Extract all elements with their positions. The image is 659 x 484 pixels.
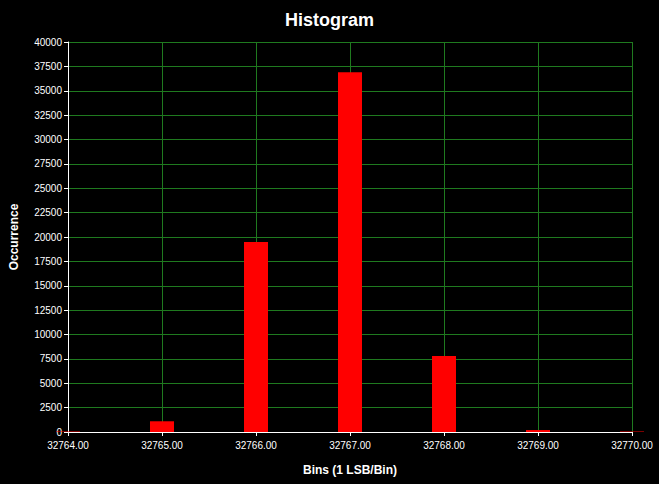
svg-text:37500: 37500 bbox=[34, 61, 62, 72]
svg-text:32500: 32500 bbox=[34, 110, 62, 121]
svg-text:32764.00: 32764.00 bbox=[47, 440, 89, 451]
svg-text:32765.00: 32765.00 bbox=[141, 440, 183, 451]
svg-text:5000: 5000 bbox=[40, 378, 63, 389]
svg-text:15000: 15000 bbox=[34, 280, 62, 291]
svg-text:35000: 35000 bbox=[34, 85, 62, 96]
svg-text:25000: 25000 bbox=[34, 183, 62, 194]
svg-text:30000: 30000 bbox=[34, 134, 62, 145]
svg-text:32766.00: 32766.00 bbox=[235, 440, 277, 451]
svg-text:32770.00: 32770.00 bbox=[611, 440, 653, 451]
svg-text:32769.00: 32769.00 bbox=[517, 440, 559, 451]
svg-text:20000: 20000 bbox=[34, 232, 62, 243]
svg-text:Bins (1 LSB/Bin): Bins (1 LSB/Bin) bbox=[303, 463, 397, 477]
svg-text:32767.00: 32767.00 bbox=[329, 440, 371, 451]
svg-text:40000: 40000 bbox=[34, 37, 62, 48]
svg-text:7500: 7500 bbox=[40, 353, 63, 364]
svg-text:10000: 10000 bbox=[34, 329, 62, 340]
svg-text:12500: 12500 bbox=[34, 305, 62, 316]
svg-text:17500: 17500 bbox=[34, 256, 62, 267]
svg-text:Occurrence: Occurrence bbox=[7, 203, 21, 270]
svg-text:32768.00: 32768.00 bbox=[423, 440, 465, 451]
svg-text:Histogram: Histogram bbox=[285, 10, 374, 30]
svg-text:2500: 2500 bbox=[40, 402, 63, 413]
svg-text:0: 0 bbox=[56, 426, 62, 438]
svg-text:22500: 22500 bbox=[34, 207, 62, 218]
svg-text:27500: 27500 bbox=[34, 158, 62, 169]
